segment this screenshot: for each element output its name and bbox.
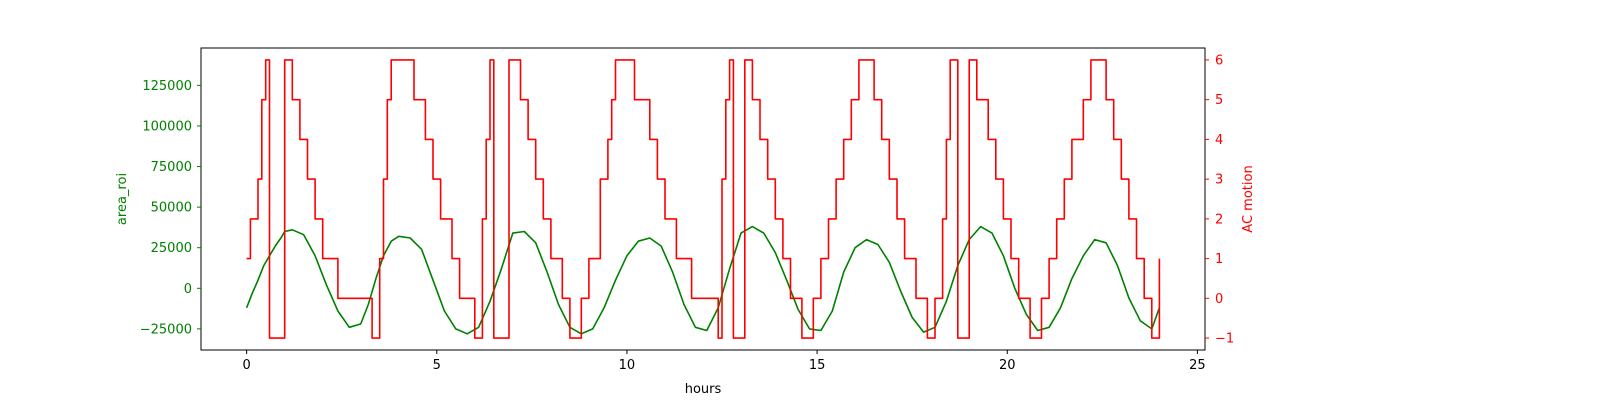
- right-y-tick-label: 4: [1215, 133, 1223, 148]
- x-tick-label: 0: [242, 358, 250, 373]
- right-y-tick-label: 3: [1215, 173, 1223, 188]
- series-line-ac-motion: [246, 59, 1161, 339]
- x-tick-label: 25: [1189, 358, 1206, 373]
- right-y-tick-label: 5: [1215, 93, 1223, 108]
- left-y-tick-label: 125000: [142, 79, 192, 94]
- left-y-tick-label: 0: [184, 282, 192, 297]
- x-tick-label: 10: [619, 358, 636, 373]
- x-tick-label: 20: [999, 358, 1016, 373]
- left-y-tick-label: 75000: [151, 160, 192, 175]
- plot-frame: [200, 47, 1206, 351]
- x-tick-label: 5: [433, 358, 441, 373]
- left-y-axis-label: area_roi: [115, 173, 130, 225]
- left-y-tick-label: 50000: [151, 201, 192, 216]
- right-y-tick-label: −1: [1215, 332, 1234, 347]
- right-y-axis: −1 0 1 2 3 4 5 6: [1205, 53, 1234, 347]
- x-tick-label: 15: [809, 358, 826, 373]
- right-y-tick-label: 0: [1215, 292, 1223, 307]
- left-y-tick-label: −25000: [140, 322, 192, 337]
- x-axis: 0 5 10 15 20 25: [242, 350, 1206, 373]
- series-line-area-roi: [245, 225, 1161, 335]
- right-y-tick-label: 1: [1215, 252, 1223, 267]
- x-axis-label: hours: [685, 382, 722, 397]
- left-y-axis: −25000 0 25000 50000 75000 100000 125000: [140, 79, 201, 337]
- left-y-tick-label: 100000: [142, 119, 192, 134]
- right-y-tick-label: 2: [1215, 212, 1223, 227]
- right-y-tick-label: 6: [1215, 53, 1223, 68]
- right-y-axis-label: AC motion: [1241, 165, 1256, 232]
- left-y-tick-label: 25000: [151, 241, 192, 256]
